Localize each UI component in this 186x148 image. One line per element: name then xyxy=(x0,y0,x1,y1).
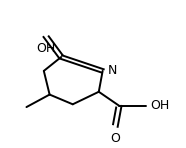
Text: OH: OH xyxy=(150,99,169,112)
Text: O: O xyxy=(110,132,120,145)
Text: N: N xyxy=(108,64,117,77)
Text: OH: OH xyxy=(36,42,55,55)
